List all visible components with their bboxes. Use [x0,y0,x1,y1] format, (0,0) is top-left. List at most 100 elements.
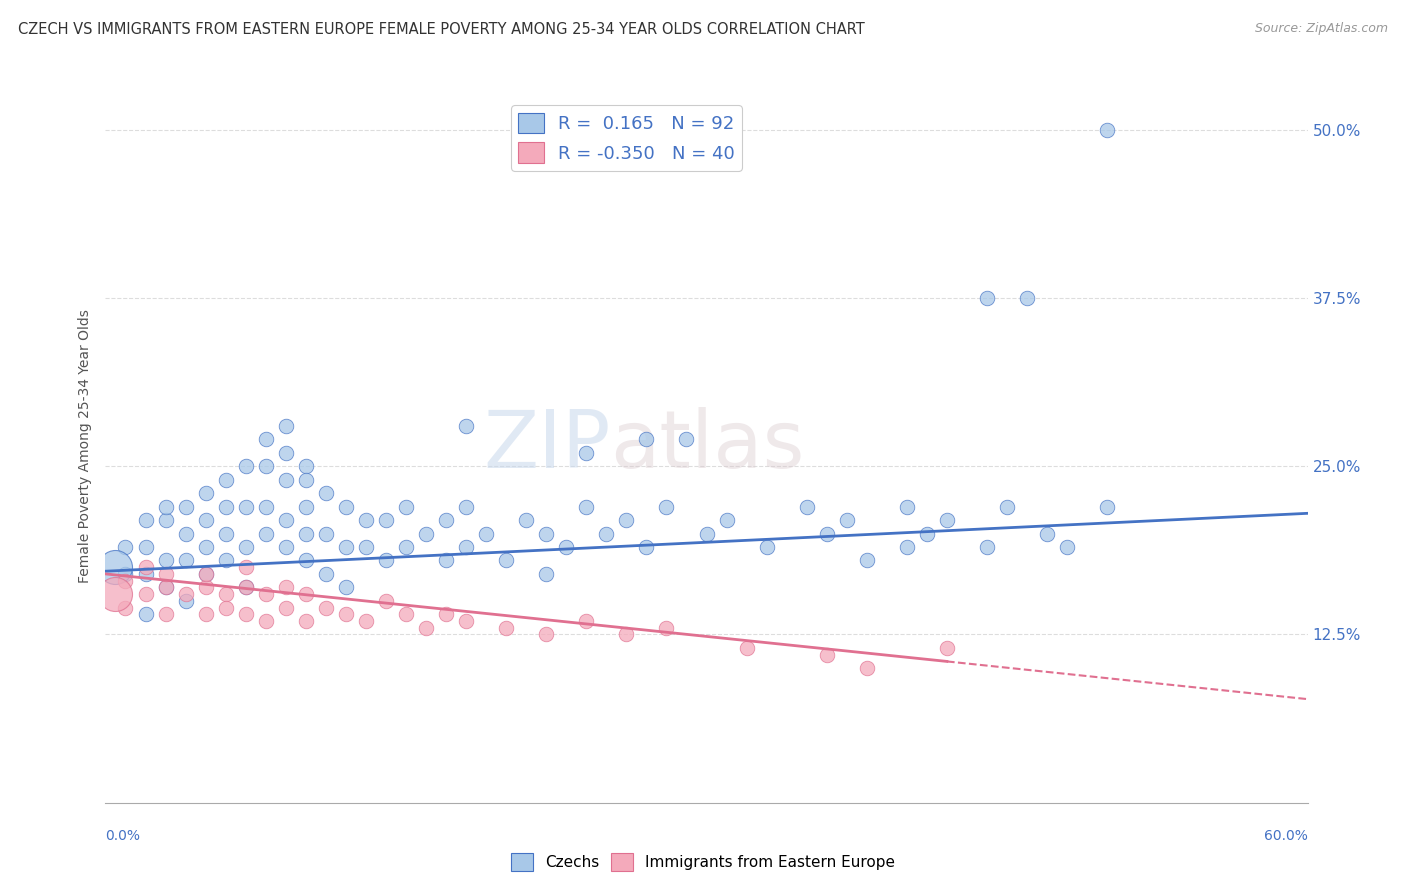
Point [896,540,918,554]
Point [976,540,998,554]
Point [395,607,418,622]
Legend: R =  0.165   N = 92, R = -0.350   N = 40: R = 0.165 N = 92, R = -0.350 N = 40 [512,105,742,170]
Point [295,473,318,487]
Point [835,513,858,527]
Point [114,540,136,554]
Point [174,553,197,567]
Point [174,587,197,601]
Point [315,486,337,500]
Point [254,459,277,474]
Point [214,526,236,541]
Point [575,614,598,628]
Point [354,513,377,527]
Point [274,540,297,554]
Point [755,540,778,554]
Point [274,473,297,487]
Point [655,500,678,514]
Point [155,500,177,514]
Point [274,513,297,527]
Point [254,500,277,514]
Point [896,500,918,514]
Y-axis label: Female Poverty Among 25-34 Year Olds: Female Poverty Among 25-34 Year Olds [77,309,91,583]
Point [495,621,517,635]
Point [135,513,157,527]
Point [395,500,418,514]
Point [636,540,658,554]
Point [374,594,398,608]
Point [174,500,197,514]
Point [155,580,177,594]
Point [534,566,557,581]
Point [454,500,477,514]
Text: ZIP: ZIP [484,407,610,485]
Point [155,513,177,527]
Point [1097,500,1119,514]
Point [595,526,617,541]
Point [235,580,257,594]
Point [235,607,257,622]
Point [155,553,177,567]
Text: atlas: atlas [610,407,804,485]
Point [655,621,678,635]
Point [796,500,818,514]
Point [936,513,959,527]
Point [155,566,177,581]
Point [214,500,236,514]
Point [194,580,217,594]
Point [735,640,758,655]
Point [235,580,257,594]
Legend: Czechs, Immigrants from Eastern Europe: Czechs, Immigrants from Eastern Europe [505,847,901,877]
Point [855,553,877,567]
Point [995,500,1018,514]
Text: CZECH VS IMMIGRANTS FROM EASTERN EUROPE FEMALE POVERTY AMONG 25-34 YEAR OLDS COR: CZECH VS IMMIGRANTS FROM EASTERN EUROPE … [18,22,865,37]
Point [936,640,959,655]
Point [254,587,277,601]
Point [274,580,297,594]
Point [395,540,418,554]
Point [335,500,357,514]
Point [254,432,277,446]
Point [174,526,197,541]
Point [374,513,398,527]
Point [1056,540,1078,554]
Point [194,566,217,581]
Point [235,560,257,574]
Point [315,600,337,615]
Point [114,574,136,588]
Point [575,500,598,514]
Point [716,513,738,527]
Point [415,526,437,541]
Point [454,418,477,433]
Point [135,587,157,601]
Point [214,473,236,487]
Point [194,607,217,622]
Point [534,526,557,541]
Text: Source: ZipAtlas.com: Source: ZipAtlas.com [1254,22,1388,36]
Point [815,526,838,541]
Point [254,526,277,541]
Point [295,526,318,541]
Point [174,594,197,608]
Point [616,513,638,527]
Point [194,513,217,527]
Point [214,587,236,601]
Point [454,614,477,628]
Point [354,540,377,554]
Point [696,526,718,541]
Point [274,600,297,615]
Point [295,614,318,628]
Point [295,553,318,567]
Point [915,526,938,541]
Point [675,432,697,446]
Point [434,513,457,527]
Point [274,446,297,460]
Point [104,587,127,601]
Point [1036,526,1059,541]
Point [354,614,377,628]
Point [616,627,638,641]
Point [135,560,157,574]
Point [335,607,357,622]
Point [214,600,236,615]
Point [194,540,217,554]
Point [114,566,136,581]
